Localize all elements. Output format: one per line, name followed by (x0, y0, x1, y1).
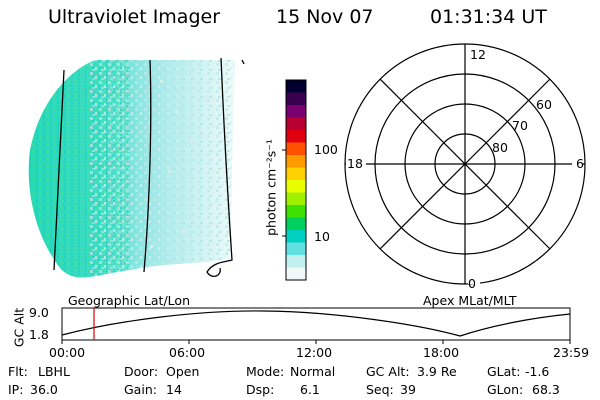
status-mode-value: Normal (290, 364, 336, 379)
map-lines (53, 57, 245, 278)
colorbar-swatch (286, 142, 306, 156)
colorbar-swatch (286, 117, 306, 131)
colorbar-swatch (286, 205, 306, 218)
status-ip-value: 36.0 (30, 382, 58, 397)
colorbar-swatch (286, 180, 306, 193)
status-ip-key: IP: (8, 382, 24, 397)
colorbar-swatches (286, 80, 306, 281)
colorbar-swatch (286, 217, 306, 231)
polar-diag-2 (379, 78, 551, 250)
mlt-label-6: 6 (576, 156, 584, 171)
status-glat-key: GLat: (487, 364, 521, 379)
colorbar-swatch (286, 130, 306, 143)
timeline-x-tick-0000: 00:00 (49, 345, 86, 360)
timeline-x-tick-1800: 18:00 (423, 345, 460, 360)
mlt-label-18: 18 (347, 156, 363, 171)
status-glon-value: 68.3 (532, 382, 560, 397)
date-label: 15 Nov 07 (276, 6, 374, 28)
status-flt-key: Flt: (8, 364, 28, 379)
colorbar-swatch (286, 155, 306, 168)
timeline-x-tick-1200: 12:00 (296, 345, 333, 360)
colorbar-swatch (286, 92, 306, 106)
colorbar-swatch (286, 255, 306, 268)
mlt-label-0: 0 (468, 276, 476, 291)
status-gain-value: 14 (166, 382, 182, 397)
status-gcalt-key: GC Alt: (366, 364, 410, 379)
time-label: 01:31:34 UT (430, 6, 547, 28)
colorbar-swatch (286, 192, 306, 206)
lat-label-70: 70 (512, 118, 528, 133)
status-dsp-value: 6.1 (300, 382, 320, 397)
colorbar-swatch (286, 230, 306, 243)
status-gcalt-value: 3.9 Re (417, 364, 457, 379)
colorbar-swatch (286, 167, 306, 181)
mlt-label-12: 12 (470, 47, 486, 62)
timeline-y-tick-9: 9.0 (29, 305, 49, 320)
status-door-value: Open (166, 364, 200, 379)
status-dsp-key: Dsp: (246, 382, 275, 397)
colorbar-swatch (286, 267, 306, 281)
scatter-specks (150, 80, 218, 258)
lat-label-60: 60 (536, 97, 552, 112)
status-flt-value: LBHL (38, 364, 70, 379)
colorbar-swatch (286, 80, 306, 93)
status-mode-key: Mode: (246, 364, 285, 379)
timeline-x-tick-2359: 23:59 (553, 345, 590, 360)
status-seq-key: Seq: (366, 382, 394, 397)
altitude-curve (61, 310, 571, 337)
status-glon-key: GLon: (487, 382, 524, 397)
status-glat-value: -1.6 (525, 364, 550, 379)
status-seq-value: 39 (400, 382, 416, 397)
lat-label-80: 80 (492, 140, 508, 155)
timeline-right-label: Apex MLat/MLT (423, 293, 517, 308)
timeline-y-tick-1.8: 1.8 (29, 327, 49, 342)
status-door-key: Door: (124, 364, 159, 379)
timeline-left-label: Geographic Lat/Lon (68, 293, 190, 308)
status-gain-key: Gain: (124, 382, 157, 397)
colorbar-tick-100: 100 (314, 142, 338, 157)
timeline-x-tick-0600: 06:00 (169, 345, 206, 360)
colorbar-tick-10: 10 (314, 229, 330, 244)
instrument-title: Ultraviolet Imager (48, 6, 221, 28)
colorbar-swatch (286, 105, 306, 118)
colorbar-swatch (286, 242, 306, 256)
